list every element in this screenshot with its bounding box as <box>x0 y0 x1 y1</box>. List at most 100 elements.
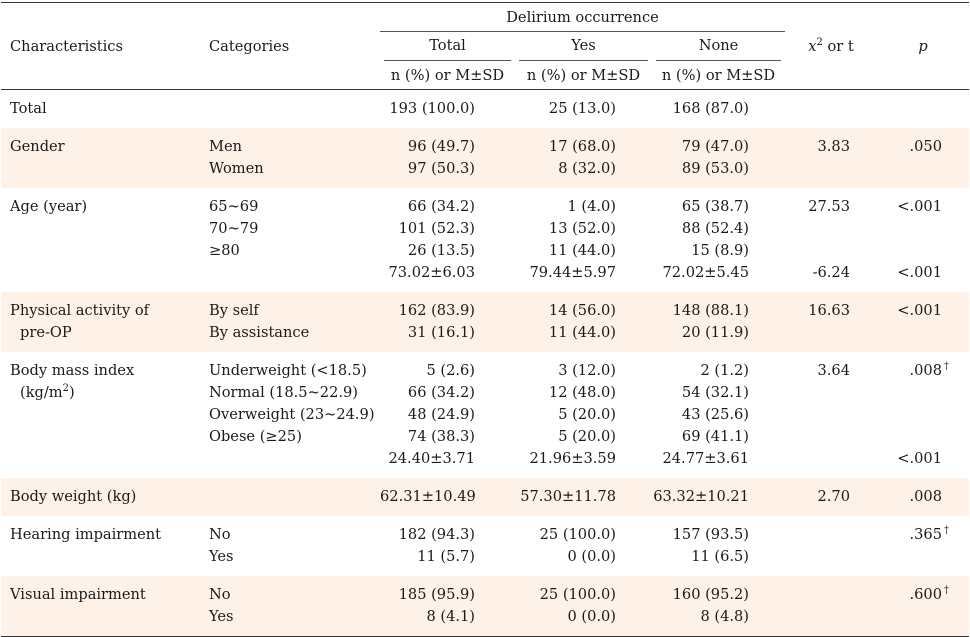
header-total: Total <box>380 32 515 61</box>
yes-value: 11 (44.0) <box>515 240 652 262</box>
none-value: 148 (88.1) <box>652 300 785 322</box>
category <box>209 486 380 508</box>
total-value-cell: 193 (100.0) <box>380 90 515 129</box>
header-p: p <box>877 2 969 90</box>
total-value: 97 (50.3) <box>380 158 515 180</box>
p-value <box>877 218 969 240</box>
p-value-cell: .008 † <.001 <box>877 352 969 478</box>
characteristic: (kg/m2) <box>10 382 200 404</box>
total-value: 24.40±3.71 <box>380 448 515 470</box>
characteristic-cell: Age (year) <box>1 188 200 292</box>
p-value-text: <.001 <box>897 450 942 467</box>
total-value-text: 162 (83.9) <box>398 302 475 319</box>
total-value: 182 (94.3) <box>380 524 515 546</box>
header-stat-x: x <box>808 37 817 55</box>
total-value: 8 (4.1) <box>380 606 515 628</box>
yes-value-cell: 25 (100.0) 0 (0.0) <box>515 516 652 576</box>
header-categories: Categories <box>200 2 380 90</box>
category: 70~79 <box>209 218 380 240</box>
yes-value-text: 11 (44.0) <box>548 324 616 341</box>
p-value: <.001 <box>877 262 969 284</box>
header-yes: Yes <box>515 32 652 61</box>
p-value: <.001 <box>877 300 969 322</box>
yes-value-text: 25 (100.0) <box>539 526 616 543</box>
header-row-3: n (%) or M±SD n (%) or M±SD n (%) or M±S… <box>1 61 969 90</box>
p-value-cell: .365 † <box>877 516 969 576</box>
header-stat-sup: 2 <box>816 36 823 48</box>
stat-value <box>785 404 877 426</box>
none-value: 43 (25.6) <box>652 404 785 426</box>
yes-value: 0 (0.0) <box>515 546 652 568</box>
category: By self <box>209 300 380 322</box>
total-value-text: 11 (5.7) <box>417 548 475 565</box>
category: Yes <box>209 606 380 628</box>
p-value: .050 <box>877 136 969 158</box>
p-value-text: <.001 <box>897 264 942 281</box>
none-value: 69 (41.1) <box>652 426 785 448</box>
yes-value: 13 (52.0) <box>515 218 652 240</box>
stat-value-text: 16.63 <box>808 302 850 319</box>
stat-value <box>785 218 877 240</box>
yes-value-cell: 57.30±11.78 <box>515 478 652 516</box>
category-text: Yes <box>209 548 234 565</box>
yes-value: 1 (4.0) <box>515 196 652 218</box>
none-value: 88 (52.4) <box>652 218 785 240</box>
category-text: Obese (≥25) <box>209 428 302 445</box>
category: Women <box>209 158 380 180</box>
none-value-text: 2 (1.2) <box>700 362 749 379</box>
stat-value <box>785 426 877 448</box>
yes-value: 5 (20.0) <box>515 404 652 426</box>
none-value-text: 79 (47.0) <box>681 138 749 155</box>
characteristic-text: Body mass index <box>10 362 135 379</box>
yes-value-text: 25 (13.0) <box>548 100 616 117</box>
category-cell: By self By assistance <box>200 292 380 352</box>
table-row: Body mass index (kg/m2) Underweight (<18.5… <box>1 352 969 478</box>
characteristic-cell: Body weight (kg) <box>1 478 200 516</box>
none-value-text: 89 (53.0) <box>681 160 749 177</box>
p-value-text: .008 <box>909 362 943 379</box>
yes-value-text: 0 (0.0) <box>567 608 616 625</box>
none-value: 72.02±5.45 <box>652 262 785 284</box>
category <box>209 448 380 470</box>
category-text: No <box>209 586 231 603</box>
stat-value-cell: 3.64 <box>785 352 877 478</box>
none-value-cell: 157 (93.5) 11 (6.5) <box>652 516 785 576</box>
total-value-text: 66 (34.2) <box>407 198 475 215</box>
none-value-text: 43 (25.6) <box>681 406 749 423</box>
yes-value-cell: 1 (4.0) 13 (52.0) 11 (44.0) 79.44±5.97 <box>515 188 652 292</box>
characteristic-cell: Physical activity of pre-OP <box>1 292 200 352</box>
total-value: 62.31±10.49 <box>380 486 515 508</box>
yes-value: 25 (13.0) <box>515 98 652 120</box>
category-cell <box>200 90 380 129</box>
category: By assistance <box>209 322 380 344</box>
stat-value-text: 27.53 <box>808 198 850 215</box>
total-value-cell: 162 (83.9) 31 (16.1) <box>380 292 515 352</box>
none-value: 24.77±3.61 <box>652 448 785 470</box>
header-characteristics: Characteristics <box>1 2 200 90</box>
total-value-text: 73.02±6.03 <box>388 264 475 281</box>
characteristic-text: (kg/m2) <box>20 383 75 401</box>
none-value-text: 72.02±5.45 <box>662 264 749 281</box>
none-value-cell: 65 (38.7) 88 (52.4) 15 (8.9) 72.02±5.45 <box>652 188 785 292</box>
total-value: 66 (34.2) <box>380 196 515 218</box>
characteristic: pre-OP <box>10 322 200 344</box>
table-row: Age (year) 65~69 70~79 ≥80 66 (34.2) 101 (52.… <box>1 188 969 292</box>
characteristic-text: Physical activity of <box>10 302 150 319</box>
stat-value-text: -6.24 <box>812 264 850 281</box>
yes-value: 12 (48.0) <box>515 382 652 404</box>
p-value: <.001 <box>877 196 969 218</box>
header-total-label: Total <box>384 32 511 61</box>
yes-value-text: 5 (20.0) <box>558 428 616 445</box>
total-value-cell: 185 (95.9) 8 (4.1) <box>380 576 515 637</box>
none-value-cell: 160 (95.2) 8 (4.8) <box>652 576 785 637</box>
category-cell: No Yes <box>200 576 380 637</box>
characteristic-cell: Hearing impairment <box>1 516 200 576</box>
yes-value-cell: 14 (56.0) 11 (44.0) <box>515 292 652 352</box>
category-cell: 65~69 70~79 ≥80 <box>200 188 380 292</box>
category: Overweight (23~24.9) <box>209 404 380 426</box>
total-value-text: 48 (24.9) <box>407 406 475 423</box>
stat-value: 3.83 <box>785 136 877 158</box>
p-value <box>877 240 969 262</box>
total-value-text: 31 (16.1) <box>407 324 475 341</box>
header-row-1: Characteristics Categories Delirium occu… <box>1 2 969 90</box>
